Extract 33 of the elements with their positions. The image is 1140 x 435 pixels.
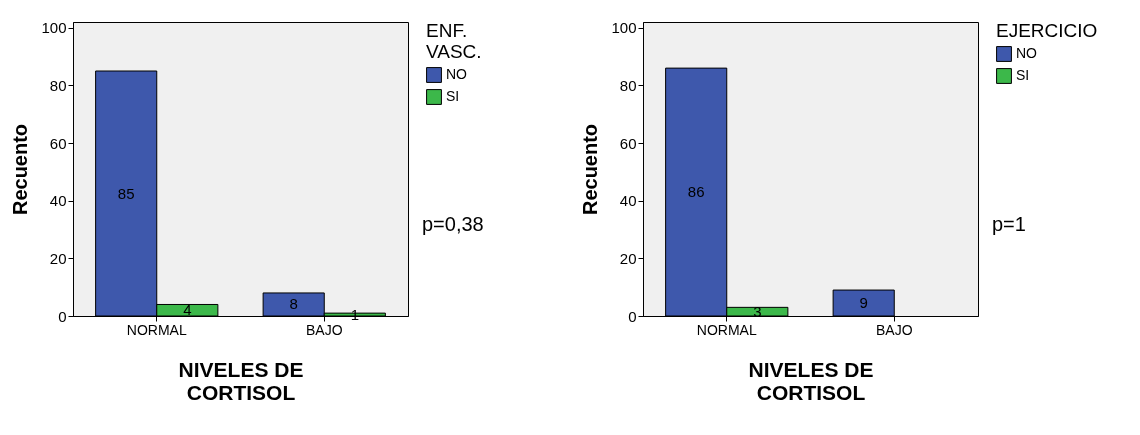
y-tick-label: 60 — [49, 134, 67, 152]
y-axis-title: Recuento — [579, 123, 602, 216]
x-axis-title: NIVELES DE CORTISOL — [748, 357, 874, 404]
text: p=0,38 — [422, 212, 484, 235]
y-tick-label: 80 — [49, 76, 67, 94]
y-tick-label: 100 — [41, 19, 67, 37]
y-tick-label: 20 — [49, 249, 67, 267]
y-tick-label: 60 — [619, 134, 637, 152]
y-tick-label: 0 — [628, 307, 637, 325]
legend-label: SI — [446, 88, 460, 104]
x-tick-label: NORMAL — [696, 321, 757, 338]
data-label: 8 — [289, 295, 298, 313]
data-label: 86 — [687, 183, 705, 201]
x-axis-title: NIVELES DE CORTISOL — [178, 357, 304, 404]
x-tick-label: BAJO — [305, 321, 343, 338]
y-tick-label: 20 — [619, 249, 637, 267]
y-tick-label: 0 — [58, 307, 67, 325]
legend-label: NO — [1016, 45, 1038, 61]
y-tick-label: 40 — [49, 192, 67, 210]
y-tick-label: 80 — [619, 76, 637, 94]
x-tick-label: BAJO — [875, 321, 913, 338]
legend-title: EJERCICIO — [996, 20, 1098, 41]
legend-label: NO — [446, 66, 468, 82]
data-label: 9 — [859, 294, 868, 312]
x-tick-label: NORMAL — [126, 321, 187, 338]
legend-title: ENF. VASC. — [426, 20, 482, 62]
text: p=1 — [992, 212, 1026, 235]
y-tick-label: 40 — [619, 192, 637, 210]
data-label: 85 — [117, 184, 135, 202]
legend-label: SI — [1016, 67, 1030, 83]
y-axis-title: Recuento — [9, 123, 32, 216]
data-label: 4 — [183, 301, 192, 319]
y-tick-label: 100 — [611, 19, 637, 37]
